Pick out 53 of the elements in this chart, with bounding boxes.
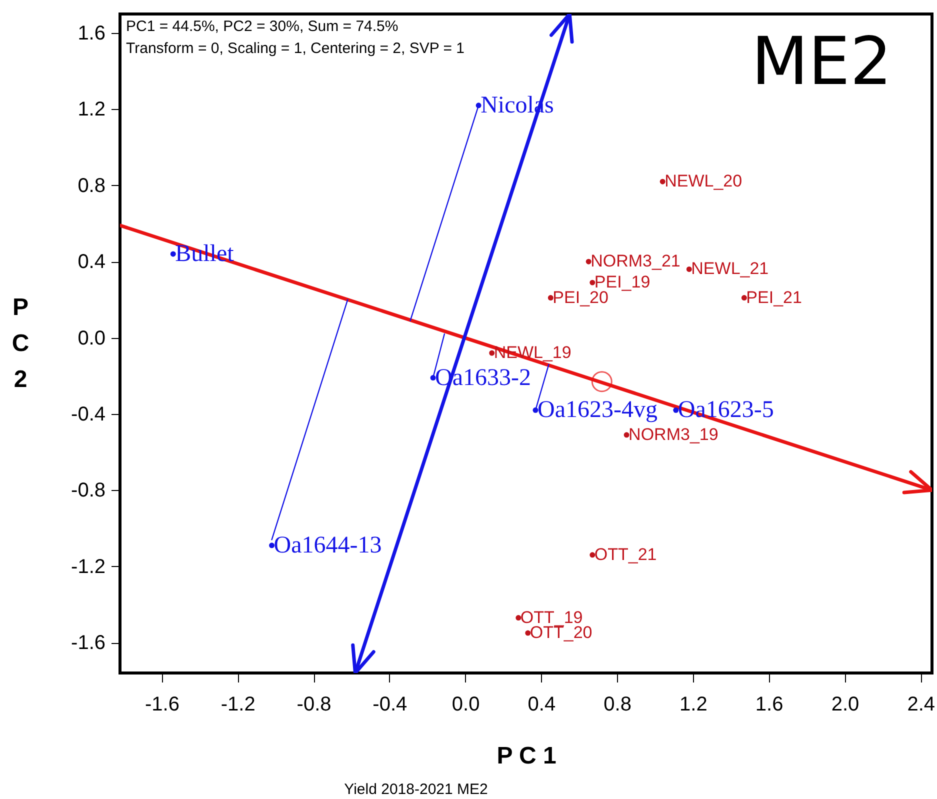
annotation: PC1 = 44.5%, PC2 = 30%, Sum = 74.5% — [126, 18, 398, 35]
point — [516, 615, 522, 620]
x-tick-label: 0.4 — [528, 694, 556, 716]
x-tick-label: 1.6 — [755, 694, 784, 716]
point — [269, 542, 275, 548]
point — [660, 178, 666, 184]
y-tick-label: 0.4 — [78, 251, 106, 274]
annotation: Transform = 0, Scaling = 1, Centering = 2, SVP = 1 — [126, 40, 465, 57]
series-label: NORM3_19 — [628, 424, 718, 444]
point — [430, 375, 436, 381]
x-tick-label: -0.8 — [296, 694, 332, 716]
x-tick-label: 0.8 — [604, 694, 632, 716]
x-tick-label: -0.4 — [372, 694, 408, 716]
point — [590, 552, 596, 558]
point — [532, 407, 538, 413]
y-tick-label: -0.8 — [71, 480, 106, 502]
point — [586, 258, 592, 264]
chart-title: ME2 — [751, 23, 892, 100]
point — [489, 350, 495, 356]
series-label: Oa1623-4vg — [537, 397, 658, 424]
y-tick-label: 0.0 — [78, 327, 106, 350]
point — [741, 295, 747, 301]
point — [673, 407, 679, 413]
y-axis-title: P C 2 — [12, 294, 30, 393]
series-label: NORM3_21 — [590, 252, 680, 271]
series-label: NEWL_20 — [664, 172, 742, 191]
y-tick-label: 1.2 — [78, 98, 106, 121]
point — [170, 251, 176, 257]
point — [624, 432, 630, 438]
text: Yield 2018-2021 ME2 — [344, 781, 488, 798]
x-tick-label: 2.4 — [907, 694, 936, 716]
series-label: PEI_21 — [746, 288, 802, 307]
x-tick-label: 2.0 — [831, 694, 860, 716]
series-label: Oa1644-13 — [274, 532, 382, 558]
y-tick-label: 0.8 — [78, 174, 106, 197]
y-tick-label: 1.6 — [78, 22, 106, 45]
x-tick-label: -1.2 — [220, 694, 256, 716]
point — [525, 630, 531, 636]
x-tick-label: -1.6 — [145, 694, 180, 716]
point — [548, 295, 554, 301]
y-tick-label: -1.6 — [71, 632, 106, 654]
point — [591, 371, 612, 392]
x-tick-label: 0.0 — [452, 694, 480, 716]
point — [476, 102, 482, 108]
series-label: OTT_19 — [520, 608, 583, 627]
x-tick-label: 1.2 — [680, 694, 708, 716]
x-axis-title: P C 1 — [496, 742, 556, 770]
y-tick-label: -0.4 — [71, 403, 106, 426]
point — [686, 266, 692, 272]
point — [590, 280, 596, 286]
y-tick-label: -1.2 — [71, 556, 106, 578]
series-label: NEWL_21 — [691, 259, 769, 278]
series-label: OTT_21 — [594, 544, 657, 564]
